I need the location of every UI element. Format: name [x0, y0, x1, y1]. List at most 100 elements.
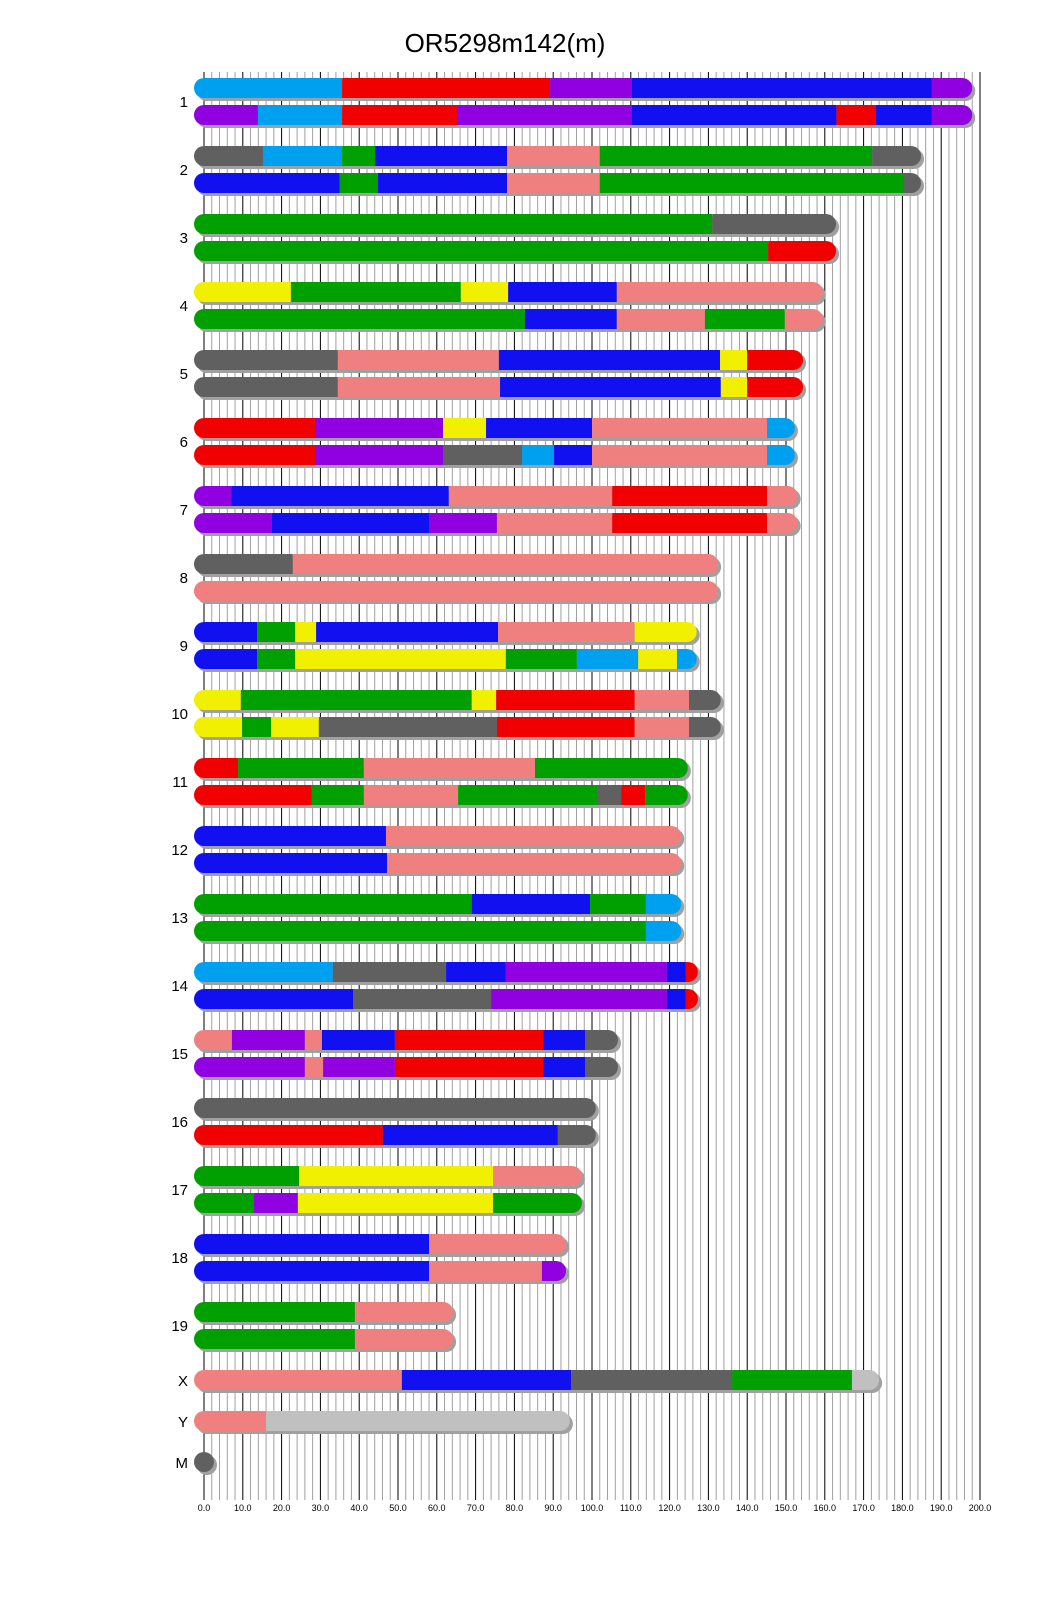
segment-blue — [876, 105, 932, 125]
segment-salmon — [429, 1234, 567, 1254]
haplotype-bar — [194, 853, 682, 873]
segment-lightgray — [851, 1370, 880, 1390]
haplotype-bar — [194, 758, 688, 778]
segment-yellow — [299, 1166, 494, 1186]
segment-green — [194, 1302, 355, 1322]
segment-salmon — [337, 377, 501, 397]
haplotype-bar — [194, 921, 682, 941]
segment-yellow — [297, 1193, 494, 1213]
chromosome-label: X — [178, 1373, 188, 1390]
segment-purple — [314, 418, 444, 438]
segment-purple — [194, 486, 232, 506]
haplotype-bar — [194, 554, 719, 574]
segment-blue — [631, 78, 932, 98]
segment-purple — [254, 1193, 298, 1213]
chromosome-label: 4 — [180, 298, 188, 315]
haplotype-bar — [194, 649, 697, 669]
segment-lightblue — [766, 445, 795, 465]
segment-salmon — [496, 513, 613, 533]
segment-red — [612, 513, 767, 533]
x-tick-label: 60.0 — [428, 1503, 446, 1513]
segment-salmon — [448, 486, 613, 506]
chromosome-label: 10 — [171, 706, 188, 723]
chromosome-label: 11 — [172, 774, 188, 791]
chromosome-1: 1 — [180, 78, 976, 128]
segment-lightblue — [194, 78, 343, 98]
segment-purple — [931, 105, 973, 125]
haplotype-bar — [194, 513, 798, 533]
chromosome-7: 7 — [180, 486, 801, 536]
segment-red — [194, 1125, 383, 1145]
segment-purple — [323, 1057, 395, 1077]
segment-gray — [194, 554, 293, 574]
haplotype-bar — [194, 989, 698, 1009]
segment-green — [505, 649, 577, 669]
segment-green — [240, 690, 472, 710]
segment-salmon — [194, 1411, 267, 1431]
segment-purple — [194, 105, 258, 125]
segment-blue — [486, 418, 592, 438]
haplotype-bar — [194, 1234, 567, 1254]
haplotype-bar — [194, 486, 798, 506]
segment-red — [685, 989, 698, 1009]
segment-purple — [429, 513, 497, 533]
segment-yellow — [471, 690, 497, 710]
segment-blue — [553, 445, 592, 465]
chromosome-label: 16 — [171, 1114, 188, 1131]
segment-blue — [498, 350, 721, 370]
segment-green — [339, 173, 378, 193]
segment-blue — [500, 377, 721, 397]
segment-gray — [194, 377, 338, 397]
segment-salmon — [292, 554, 719, 574]
haplotype-bar — [194, 282, 823, 302]
chromosome-2: 2 — [180, 146, 925, 196]
chromosome-label: 3 — [180, 230, 188, 247]
x-tick-label: 150.0 — [775, 1503, 798, 1513]
segment-red — [194, 418, 315, 438]
chromosome-label: 8 — [180, 570, 188, 587]
segment-lightblue — [262, 146, 343, 166]
segment-yellow — [460, 282, 509, 302]
haplotype-bar — [194, 1329, 454, 1349]
segment-salmon — [784, 309, 823, 329]
haplotype-bar — [194, 146, 922, 166]
segment-yellow — [443, 418, 487, 438]
chromosome-8: 8 — [180, 554, 722, 604]
haplotype-bar — [194, 214, 837, 234]
haplotype-bar — [194, 894, 682, 914]
segment-purple — [231, 1030, 305, 1050]
segment-gray — [194, 146, 263, 166]
segment-green — [194, 1329, 355, 1349]
haplotype-bar — [194, 309, 823, 329]
segment-red — [685, 962, 698, 982]
chromosome-16: 16 — [171, 1098, 599, 1148]
segment-blue — [666, 962, 686, 982]
chromosome-4: 4 — [180, 282, 826, 332]
segment-purple — [505, 962, 667, 982]
segment-blue — [382, 1125, 558, 1145]
segment-blue — [194, 1234, 430, 1254]
segment-blue — [194, 1261, 430, 1281]
segment-green — [458, 785, 598, 805]
chromosome-17: 17 — [171, 1166, 585, 1216]
haplotype-bar — [194, 826, 682, 846]
chromosome-15: 15 — [171, 1030, 621, 1080]
segment-green — [534, 758, 688, 778]
segment-gray — [689, 717, 721, 737]
segment-yellow — [638, 649, 677, 669]
segment-gray — [689, 690, 721, 710]
haplotype-bar — [194, 377, 804, 397]
segment-red — [496, 690, 635, 710]
chromosome-12: 12 — [171, 826, 685, 876]
segment-yellow — [720, 350, 748, 370]
segment-red — [194, 445, 315, 465]
x-tick-label: 10.0 — [234, 1503, 252, 1513]
segment-lightblue — [257, 105, 343, 125]
segment-yellow — [720, 377, 748, 397]
x-tick-label: 130.0 — [697, 1503, 720, 1513]
segment-yellow — [295, 649, 506, 669]
segment-yellow — [295, 622, 317, 642]
chromosome-label: 1 — [180, 94, 188, 111]
x-tick-label: 50.0 — [389, 1503, 407, 1513]
x-tick-label: 160.0 — [814, 1503, 837, 1513]
